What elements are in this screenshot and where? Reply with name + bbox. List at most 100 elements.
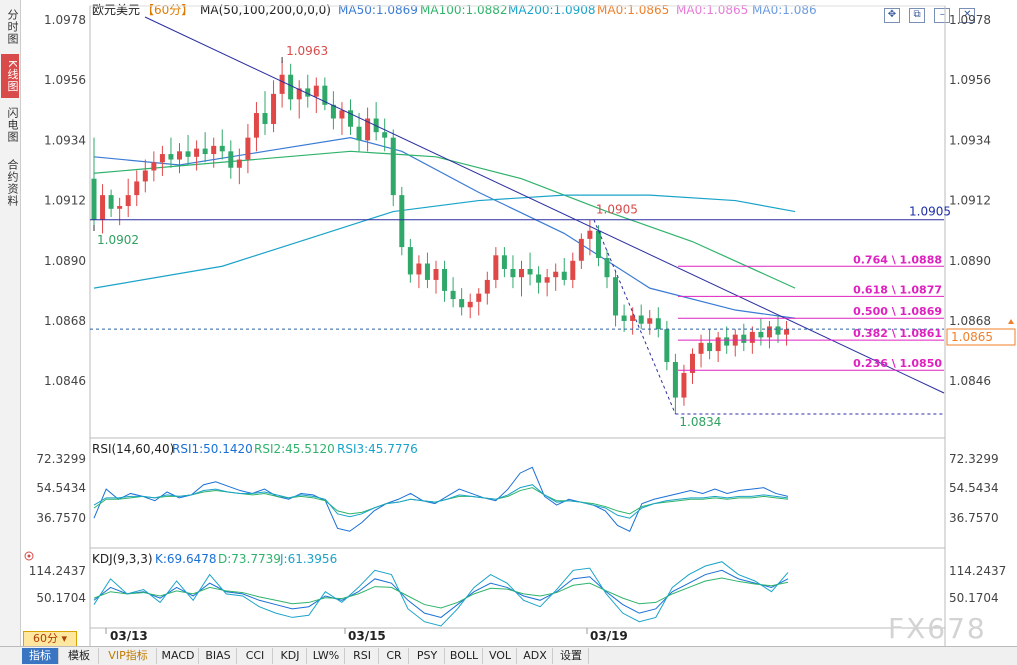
minimize-icon[interactable]: –	[934, 8, 951, 23]
candle-body	[587, 230, 593, 239]
watermark: FX678	[888, 612, 987, 645]
tab-adx[interactable]: ADX	[518, 648, 553, 664]
kdj-tick-top-left: 114.2437	[29, 564, 86, 578]
candle-body	[775, 326, 781, 335]
y-tick-right: 1.0890	[949, 254, 991, 268]
rsi1-value: RSI1:50.1420	[172, 442, 253, 456]
ma50-value: MA50:1.0869	[338, 3, 418, 17]
tab-macd[interactable]: MACD	[158, 648, 199, 664]
tab-lw[interactable]: LW%	[308, 648, 345, 664]
ma-legend-label: MA(50,100,200,0,0,0)	[200, 3, 331, 17]
fib-level-label: 0.382 \ 1.0861	[853, 327, 942, 340]
rsi-tick-mid-left: 54.5434	[36, 481, 86, 495]
restore-icon[interactable]: ⧉	[909, 8, 926, 23]
candle-body	[271, 93, 277, 124]
ma100-value: MA100:1.0882	[420, 3, 508, 17]
candle-body	[527, 268, 533, 275]
period-selector[interactable]: 60分 ▾	[23, 631, 77, 647]
high-label: 1.0963	[286, 44, 328, 58]
candle-body	[459, 299, 465, 308]
fib-level-label: 0.764 \ 1.0888	[853, 253, 942, 266]
tab-timeshare[interactable]: 分时图	[6, 9, 19, 45]
tab-contract-info[interactable]: 合约资料	[6, 159, 19, 207]
candle-body	[100, 195, 106, 220]
tab-cci[interactable]: CCI	[238, 648, 273, 664]
period-selector-label: 60分	[32, 632, 58, 645]
tab-vip-indicators[interactable]: VIP指标	[100, 648, 157, 664]
candle-body	[690, 353, 695, 373]
rsi-tick-top-left: 72.3299	[36, 452, 86, 466]
move-icon[interactable]: ✥	[884, 8, 900, 23]
candles	[91, 61, 790, 414]
candle-body	[724, 337, 730, 346]
candle-body	[647, 318, 653, 324]
tab-psy[interactable]: PSY	[410, 648, 445, 664]
fib-level-label: 0.500 \ 1.0869	[853, 305, 942, 318]
candle-body	[356, 126, 362, 141]
candle-body	[433, 268, 439, 280]
kdj-tick-top-right: 114.2437	[949, 564, 1006, 578]
candle-body	[595, 230, 601, 259]
tab-rsi[interactable]: RSI	[346, 648, 379, 664]
ma0-value-2: MA0:1.0865	[676, 3, 748, 17]
candle-body	[228, 151, 234, 168]
kdj-settings-icon[interactable]	[24, 551, 34, 561]
tab-indicators[interactable]: 指标	[22, 648, 59, 664]
candle-body	[715, 337, 721, 352]
current-price-label: 1.0865	[951, 330, 993, 344]
candle-body	[450, 290, 456, 300]
tab-templates[interactable]: 模板	[60, 648, 99, 664]
candle-body	[91, 178, 97, 220]
candle-body	[698, 342, 704, 354]
tab-kline[interactable]: K线图	[1, 54, 19, 98]
kdj-j-value: J:61.3956	[279, 552, 337, 566]
tab-bias[interactable]: BIAS	[200, 648, 237, 664]
candle-body	[108, 195, 114, 209]
y-tick-left: 1.0956	[44, 73, 86, 87]
kdj-line	[93, 569, 789, 618]
tab-settings[interactable]: 设置	[554, 648, 589, 664]
fibonacci-levels: 0.764 \ 1.0888 0.618 \ 1.0877 0.500 \ 1.08…	[678, 253, 944, 371]
chart-canvas: 欧元美元 【60分】 MA(50,100,200,0,0,0) MA50:1.0…	[24, 3, 1016, 646]
rsi-tick-low-right: 36.7570	[949, 511, 999, 525]
tab-cr[interactable]: CR	[380, 648, 409, 664]
candle-body	[202, 148, 208, 155]
rsi-tick-top-right: 72.3299	[949, 452, 999, 466]
candle-body	[399, 195, 405, 248]
period-label: 【60分】	[142, 3, 193, 17]
candle-body	[553, 271, 559, 278]
rsi-line	[93, 466, 789, 532]
candle-body	[390, 137, 396, 196]
rsi-line	[93, 484, 789, 519]
candle-body	[758, 331, 764, 338]
rsi-tick-mid-right: 54.5434	[949, 481, 999, 495]
candle-body	[117, 206, 123, 209]
candle-body	[134, 181, 140, 196]
candle-body	[177, 151, 182, 160]
instrument-name: 欧元美元	[92, 3, 140, 17]
y-tick-left: 1.0868	[44, 314, 86, 328]
tab-flash-chart[interactable]: 闪电图	[6, 107, 19, 143]
current-price-marker-icon	[1008, 319, 1014, 324]
low-left-label: 1.0902	[97, 233, 139, 247]
candle-body	[125, 195, 131, 207]
tab-vol[interactable]: VOL	[484, 648, 517, 664]
kdj-line	[93, 577, 789, 609]
candle-body	[501, 255, 507, 269]
y-tick-right: 1.0846	[949, 374, 991, 388]
tab-kdj[interactable]: KDJ	[274, 648, 307, 664]
candle-body	[570, 260, 576, 280]
y-tick-left: 1.0912	[44, 194, 86, 208]
ma-line	[93, 194, 796, 289]
fib-level-label: 0.236 \ 1.0850	[853, 357, 942, 370]
y-tick-right: 1.0868	[949, 314, 991, 328]
candle-body	[766, 326, 772, 338]
candle-body	[536, 274, 542, 283]
tab-boll[interactable]: BOLL	[446, 648, 483, 664]
candle-body	[365, 118, 371, 141]
candle-body	[313, 85, 319, 97]
candle-body	[159, 154, 165, 163]
candle-body	[407, 247, 413, 275]
close-icon[interactable]: ✕	[959, 8, 976, 23]
y-axis-left: 1.0978 1.0956 1.0934 1.0912 1.0890 1.0868 1.08…	[44, 13, 86, 388]
